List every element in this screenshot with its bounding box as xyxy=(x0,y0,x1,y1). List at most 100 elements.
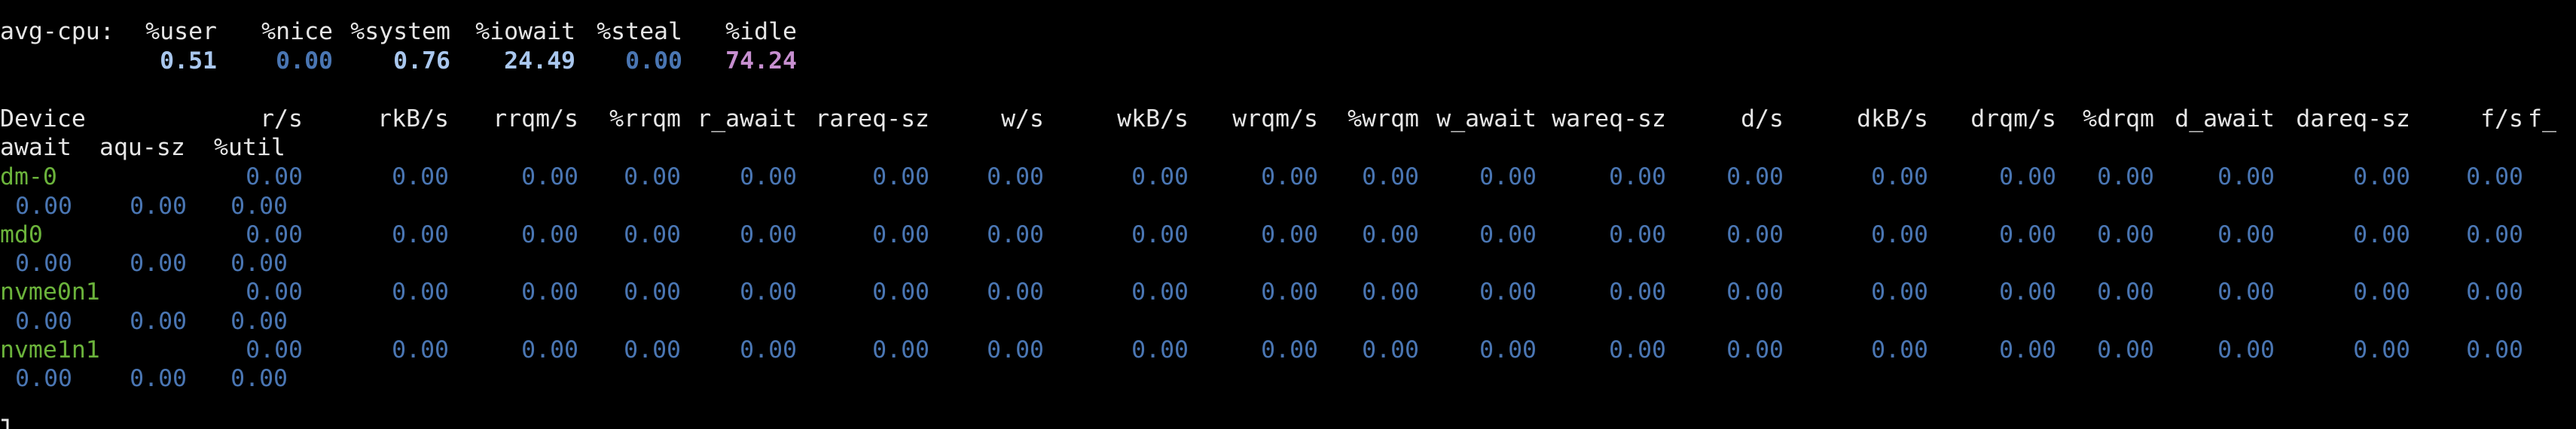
header-w-await: w_await xyxy=(1436,105,1537,132)
table-row: nvme0n1 0.00 0.00 0.00 0.00 0.00 0.00 0.00 0.00 0… xyxy=(0,278,2576,307)
metric-value: 0.00 xyxy=(392,336,449,364)
metric-value: 0.00 xyxy=(624,221,681,248)
metric-value: 0.00 xyxy=(1362,336,1419,364)
metric-value: 0.00 xyxy=(392,221,449,248)
metric-value: 0.00 xyxy=(230,307,288,335)
header-wrqm: %wrqm xyxy=(1348,105,1419,132)
metric-value: 0.00 xyxy=(2217,221,2275,248)
cpu-values-line: 0.51 0.00 0.76 24.49 0.00 74.24 xyxy=(0,47,2576,76)
metric-value: 0.00 xyxy=(1131,278,1189,306)
metric-value: 0.00 xyxy=(130,307,187,335)
metric-value: 0.00 xyxy=(2353,221,2410,248)
metric-value: 0.00 xyxy=(1131,221,1189,248)
metric-value: 0.00 xyxy=(130,192,187,220)
metric-value: 0.00 xyxy=(1999,163,2056,190)
header-dareq-sz: dareq-sz xyxy=(2296,105,2410,132)
metric-value: 0.00 xyxy=(1479,163,1537,190)
cpu-value-steal: 0.00 xyxy=(625,47,682,75)
header-wareq-sz: wareq-sz xyxy=(1552,105,1666,132)
metric-value: 0.00 xyxy=(1362,163,1419,190)
cpu-header-steal: %steal xyxy=(597,18,682,45)
metric-value: 0.00 xyxy=(246,278,303,306)
metric-value: 0.00 xyxy=(15,250,72,277)
metric-value: 0.00 xyxy=(740,336,797,364)
metric-value: 0.00 xyxy=(2217,336,2275,364)
header-r-s: r/s xyxy=(260,105,303,132)
metric-value: 0.00 xyxy=(2217,163,2275,190)
metric-value: 0.00 xyxy=(1362,221,1419,248)
cpu-header-idle: %idle xyxy=(725,18,797,45)
header-await: await xyxy=(0,134,72,161)
metric-value: 0.00 xyxy=(872,221,929,248)
metric-value: 0.00 xyxy=(872,278,929,306)
cpu-value-system: 0.76 xyxy=(393,47,450,75)
device-name: nvme0n1 xyxy=(0,278,100,306)
cpu-value-iowait: 24.49 xyxy=(504,47,575,75)
device-name: md0 xyxy=(0,221,43,248)
metric-value: 0.00 xyxy=(1871,221,1928,248)
table-row: dm-0 0.00 0.00 0.00 0.00 0.00 0.00 0.00 0.00 0.00… xyxy=(0,163,2576,192)
header-d-await: d_await xyxy=(2175,105,2275,132)
cpu-header-iowait: %iowait xyxy=(475,18,575,45)
table-row-continuation: 0.00 0.00 0.00 xyxy=(0,307,2576,336)
metric-value: 0.00 xyxy=(1871,336,1928,364)
metric-value: 0.00 xyxy=(1871,163,1928,190)
metric-value: 0.00 xyxy=(521,163,578,190)
header-f-s: f/s xyxy=(2480,105,2523,132)
metric-value: 0.00 xyxy=(1131,163,1189,190)
metric-value: 0.00 xyxy=(740,163,797,190)
metric-value: 0.00 xyxy=(521,221,578,248)
metric-value: 0.00 xyxy=(130,365,187,392)
metric-value: 0.00 xyxy=(1261,163,1318,190)
header-drqm-s: drqm/s xyxy=(1970,105,2056,132)
header-dkb-s: dkB/s xyxy=(1857,105,1928,132)
table-row: md0 0.00 0.00 0.00 0.00 0.00 0.00 0.00 0.00 0.00 0… xyxy=(0,221,2576,250)
metric-value: 0.00 xyxy=(987,163,1044,190)
header-util: %util xyxy=(214,134,285,161)
metric-value: 0.00 xyxy=(1999,278,2056,306)
metric-value: 0.00 xyxy=(1999,336,2056,364)
metric-value: 0.00 xyxy=(1261,221,1318,248)
cpu-value-nice: 0.00 xyxy=(276,47,333,75)
metric-value: 0.00 xyxy=(624,163,681,190)
metric-value: 0.00 xyxy=(15,192,72,220)
header-wkb-s: wkB/s xyxy=(1117,105,1189,132)
header-rrqm-s: rrqm/s xyxy=(493,105,578,132)
metric-value: 0.00 xyxy=(1726,221,1784,248)
header-rkb-s: rkB/s xyxy=(377,105,449,132)
header-d-s: d/s xyxy=(1741,105,1784,132)
header-device: Device xyxy=(0,105,86,132)
header-rareq-sz: rareq-sz xyxy=(815,105,929,132)
device-header-line-2: await aqu-sz %util xyxy=(0,133,2576,163)
metric-value: 0.00 xyxy=(15,307,72,335)
table-row-continuation: 0.00 0.00 0.00 xyxy=(0,364,2576,394)
cpu-header-nice: %nice xyxy=(261,18,333,45)
metric-value: 0.00 xyxy=(1479,278,1537,306)
table-row: nvme1n1 0.00 0.00 0.00 0.00 0.00 0.00 0.00 0.00 0… xyxy=(0,336,2576,365)
metric-value: 0.00 xyxy=(872,163,929,190)
metric-value: 0.00 xyxy=(2217,278,2275,306)
cpu-value-user: 0.51 xyxy=(160,47,217,75)
metric-value: 0.00 xyxy=(1726,163,1784,190)
cpu-header-system: %system xyxy=(350,18,450,45)
metric-value: 0.00 xyxy=(740,278,797,306)
header-w-s: w/s xyxy=(1001,105,1044,132)
header-aqu-sz: aqu-sz xyxy=(99,134,185,161)
metric-value: 0.00 xyxy=(2466,336,2523,364)
metric-value: 0.00 xyxy=(872,336,929,364)
metric-value: 0.00 xyxy=(2097,221,2154,248)
metric-value: 0.00 xyxy=(1479,336,1537,364)
metric-value: 0.00 xyxy=(246,336,303,364)
metric-value: 0.00 xyxy=(2466,278,2523,306)
metric-value: 0.00 xyxy=(2097,278,2154,306)
metric-value: 0.00 xyxy=(1871,278,1928,306)
device-header-line: Device r/s rkB/s rrqm/s %rrqm r_await rareq-sz… xyxy=(0,105,2576,134)
metric-value: 0.00 xyxy=(987,336,1044,364)
metric-value: 0.00 xyxy=(2097,336,2154,364)
cpu-label: avg-cpu: xyxy=(0,18,114,45)
header-rrqm: %rrqm xyxy=(609,105,681,132)
metric-value: 0.00 xyxy=(2353,336,2410,364)
metric-value: 0.00 xyxy=(230,192,288,220)
metric-value: 0.00 xyxy=(521,336,578,364)
